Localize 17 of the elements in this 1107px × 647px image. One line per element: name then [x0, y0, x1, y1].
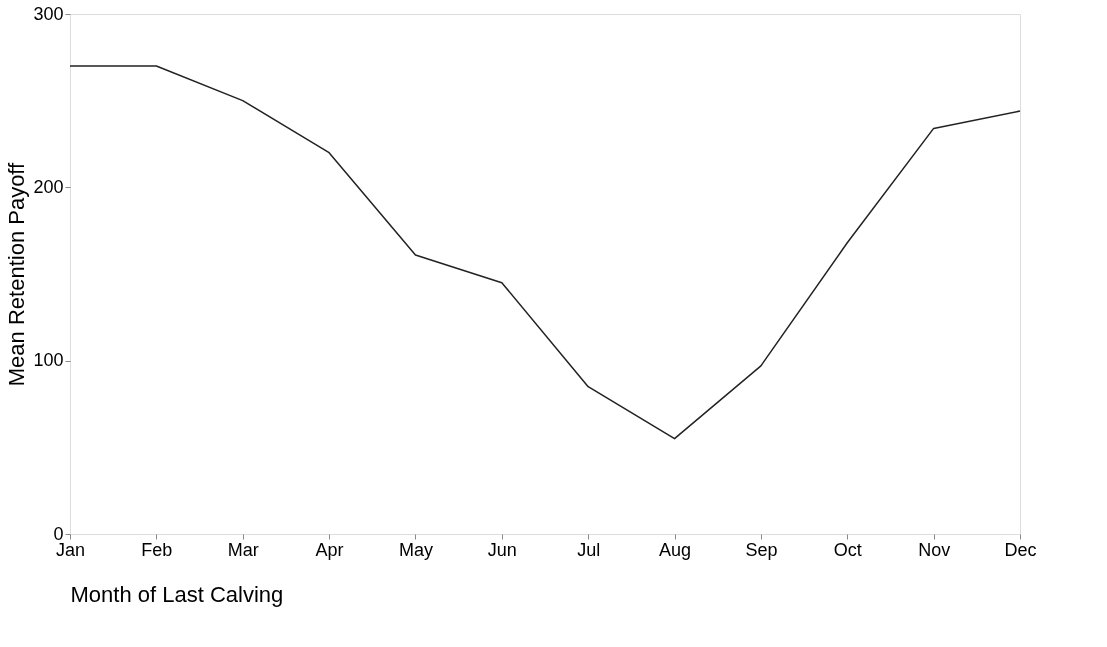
y-tick-label: 200: [33, 176, 64, 197]
x-tick-label: Apr: [315, 539, 344, 560]
x-tick-label: Dec: [1004, 539, 1037, 560]
y-axis-title: Mean Retention Payoff: [4, 161, 30, 387]
x-tick-label: Sep: [745, 539, 778, 560]
x-tick-label: Nov: [918, 539, 951, 560]
line-series: [69, 65, 1021, 440]
x-tick-label: Mar: [227, 539, 259, 560]
x-tick-label: Aug: [659, 539, 692, 560]
x-tick-label: Jul: [577, 539, 601, 560]
x-tick-label: Feb: [141, 539, 173, 560]
x-tick-label: Oct: [833, 539, 862, 560]
x-tick-label: Jun: [487, 539, 517, 560]
y-tick-label: 100: [33, 350, 64, 371]
x-axis-title: Month of Last Calving: [70, 581, 284, 607]
y-tick-label: 300: [33, 3, 64, 24]
x-tick-label: May: [398, 539, 433, 560]
